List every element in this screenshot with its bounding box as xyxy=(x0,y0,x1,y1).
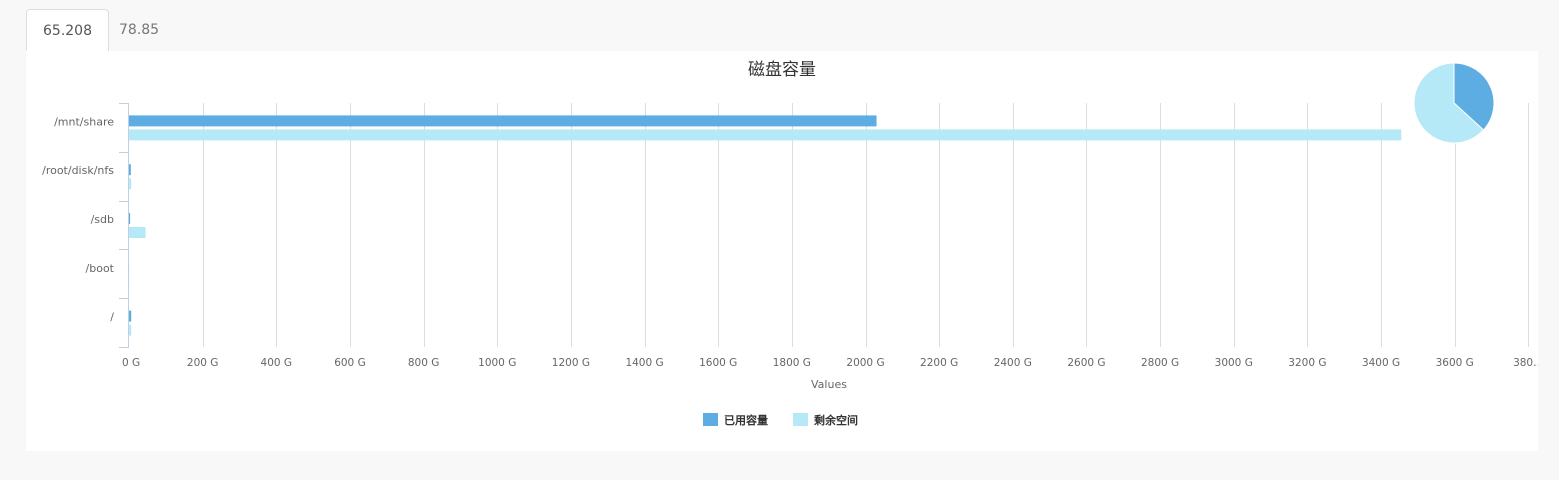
x-tick-label: 1800 G xyxy=(773,357,811,369)
bar-used xyxy=(129,213,131,224)
bar-used xyxy=(129,310,132,322)
x-tick-label: 1000 G xyxy=(478,357,516,369)
bar-series xyxy=(129,115,1402,336)
x-tick-label: 200 G xyxy=(187,357,219,369)
x-tick-label: 380… xyxy=(1513,357,1538,369)
pie-chart xyxy=(1413,62,1495,144)
x-tick-label: 3000 G xyxy=(1215,357,1253,369)
x-tick-label: 1200 G xyxy=(552,357,590,369)
category-label: /boot xyxy=(86,262,115,275)
x-tick-label: 2800 G xyxy=(1141,357,1179,369)
bar-free xyxy=(129,129,1402,141)
chart-panel: 磁盘容量 /mnt/share/root/disk/nfs/sdb/boot / … xyxy=(26,51,1538,451)
chart-title: 磁盘容量 xyxy=(748,60,816,80)
legend-label: 已用容量 xyxy=(724,413,768,427)
pie-slice xyxy=(1453,62,1495,131)
tab-65-208[interactable]: 65.208 xyxy=(26,9,109,52)
category-label: /mnt/share xyxy=(54,115,114,128)
category-labels: /mnt/share/root/disk/nfs/sdb/boot / xyxy=(42,115,115,323)
tab-label: 78.85 xyxy=(119,22,160,38)
legend-swatch xyxy=(793,413,808,426)
x-tick-label: 600 G xyxy=(334,357,366,369)
x-tick-label: 2200 G xyxy=(920,357,958,369)
bar-used xyxy=(129,164,131,176)
category-label: /sdb xyxy=(91,213,114,226)
pie-slice xyxy=(1413,62,1485,144)
legend: 已用容量 剩余空间 xyxy=(703,413,858,427)
bar-used xyxy=(129,115,877,127)
x-tick-label: 2000 G xyxy=(846,357,884,369)
legend-label: 剩余空间 xyxy=(814,413,858,427)
bar-free xyxy=(129,324,132,336)
x-tick-label: 1400 G xyxy=(625,357,663,369)
x-tick-label: 1600 G xyxy=(699,357,737,369)
x-tick-label: 3400 G xyxy=(1362,357,1400,369)
tab-bar: 65.208 78.85 xyxy=(26,9,1538,52)
x-tick-label: 400 G xyxy=(261,357,293,369)
x-tick-label: 2600 G xyxy=(1067,357,1105,369)
gridlines xyxy=(119,103,1529,348)
x-tick-label: 2400 G xyxy=(994,357,1032,369)
category-label: /root/disk/nfs xyxy=(42,164,114,177)
bar-free xyxy=(129,178,132,190)
disk-capacity-chart: 磁盘容量 /mnt/share/root/disk/nfs/sdb/boot/ … xyxy=(42,60,1538,427)
x-tick-labels: 0 G 200 G 400 G 600 G 800 G 1000 G 1200 G 1400 … xyxy=(122,357,1538,369)
x-axis-title: Values xyxy=(811,378,847,391)
x-tick-label: 800 G xyxy=(408,357,440,369)
tab-78-85[interactable]: 78.85 xyxy=(103,9,175,50)
tab-label: 65.208 xyxy=(43,23,92,39)
bar-free xyxy=(129,227,146,238)
category-label: / xyxy=(110,311,114,324)
x-tick-label: 0 G xyxy=(122,357,140,369)
legend-swatch xyxy=(703,413,718,426)
x-tick-label: 3200 G xyxy=(1288,357,1326,369)
x-tick-label: 3600 G xyxy=(1436,357,1474,369)
